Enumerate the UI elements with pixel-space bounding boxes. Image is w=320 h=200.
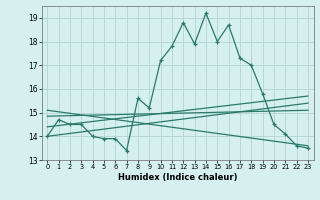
X-axis label: Humidex (Indice chaleur): Humidex (Indice chaleur) bbox=[118, 173, 237, 182]
